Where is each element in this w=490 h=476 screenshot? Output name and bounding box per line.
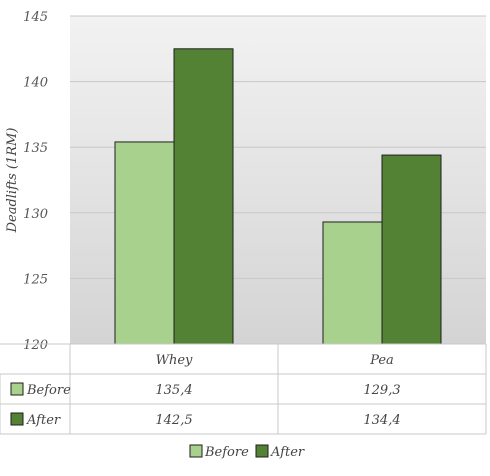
bar-after-pea [381,154,442,345]
legend-label: Before [204,445,249,460]
bar-after-whey [173,48,234,345]
y-axis-label: Deadlifts (1RM) [5,128,20,234]
table-series-swatch [10,382,24,396]
legend-swatch [255,444,269,458]
x-tick-label: Pea [369,353,394,368]
table-series-swatch [10,412,24,426]
legend-swatch [189,444,203,458]
bar-before-pea [322,221,383,345]
data-label: 142,5 [155,413,192,428]
legend-label: After [270,445,305,460]
y-tick-label: 130 [23,207,48,222]
bar-before-whey [114,141,175,345]
data-label: 134,4 [363,413,400,428]
y-tick-label: 125 [23,272,48,287]
y-tick-label: 145 [23,10,48,25]
y-tick-label: 120 [23,338,48,353]
data-label: 129,3 [363,383,400,398]
x-tick-label: Whey [156,353,193,368]
y-tick-label: 140 [23,76,48,91]
table-series-label: Before [26,383,71,398]
table-series-label: After [26,413,61,428]
data-label: 135,4 [155,383,192,398]
y-tick-label: 135 [23,141,48,156]
